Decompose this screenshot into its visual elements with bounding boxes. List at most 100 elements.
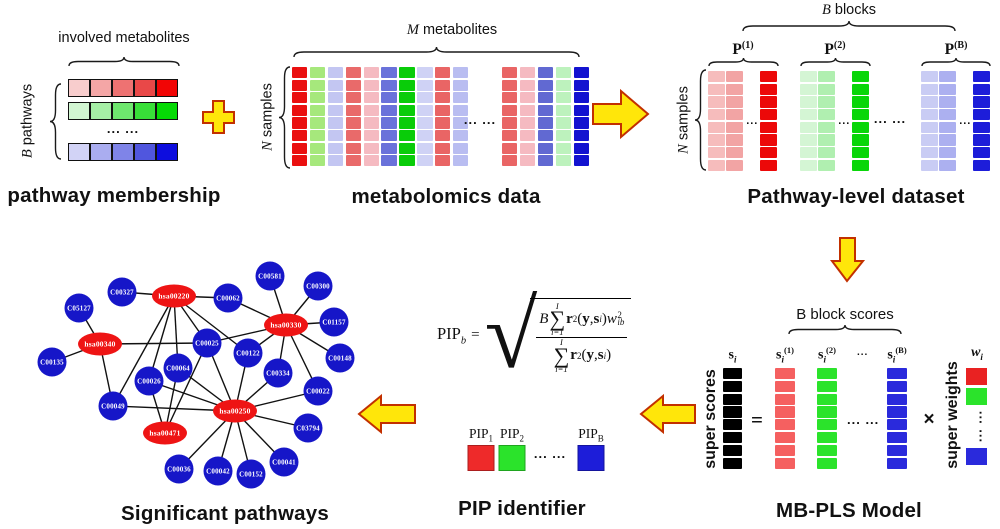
data-cell	[851, 121, 869, 134]
data-cell	[399, 67, 415, 79]
data-cell	[573, 92, 589, 104]
data-cell	[453, 67, 469, 79]
matrix-cell	[68, 102, 90, 120]
data-cell	[939, 159, 957, 172]
data-cell	[555, 79, 571, 91]
data-cell	[555, 142, 571, 154]
data-cell	[759, 83, 777, 95]
involved-metabolites-label: involved metabolites	[58, 30, 190, 46]
data-cell	[759, 109, 777, 121]
network-node-C00049: C00049	[98, 391, 128, 421]
data-cell	[502, 117, 518, 129]
data-cell	[851, 96, 869, 108]
m-metabolites-label: M metabolites	[406, 22, 498, 38]
network-node-C00062: C00062	[213, 283, 243, 313]
pip-square	[467, 444, 495, 471]
data-cell	[292, 67, 308, 79]
brace-p2	[800, 57, 871, 67]
data-cell	[817, 368, 837, 380]
data-cell	[327, 92, 344, 104]
data-cell	[939, 134, 957, 146]
network-node-C00042: C00042	[203, 456, 233, 486]
network-node-C00041: C00041	[269, 447, 299, 477]
data-cell	[921, 121, 938, 134]
formula-equals: =	[471, 326, 480, 343]
block-ellipsis: ...	[838, 115, 851, 128]
data-cell	[723, 368, 742, 380]
data-cell	[363, 92, 379, 104]
equals-sign: =	[751, 407, 763, 432]
data-cell	[399, 155, 415, 167]
brace-b-block-scores	[788, 324, 902, 335]
data-cell	[887, 380, 907, 393]
data-cell	[939, 121, 957, 134]
data-cell	[939, 147, 957, 159]
pip-formula: PIPb = √ B I ∑ i=1 r 2(y, s i) w 2 ib I ∑ i=1 r 2(y…	[437, 287, 632, 383]
data-cell	[537, 79, 554, 91]
weights-ellipsis: ... ...	[969, 409, 985, 443]
data-cell	[327, 155, 344, 167]
data-cell	[818, 96, 836, 108]
data-cell	[555, 129, 571, 142]
data-cell	[817, 406, 837, 418]
data-cell	[309, 104, 326, 117]
data-column	[726, 71, 744, 172]
data-cell	[851, 147, 869, 159]
data-cell	[708, 109, 725, 121]
pip-square-item: PIP1	[467, 426, 495, 471]
data-cell	[327, 104, 344, 117]
data-cell	[381, 67, 397, 79]
matrix-cell	[156, 79, 178, 97]
score-label: si(B)	[887, 345, 907, 365]
data-cell	[363, 155, 379, 167]
pathway-block: ...	[708, 71, 778, 172]
data-cell	[759, 147, 777, 159]
data-cell	[453, 142, 469, 154]
b-block-scores-label: B block scores	[796, 306, 894, 323]
data-cell	[759, 159, 777, 172]
data-cell	[345, 92, 361, 104]
data-cell	[818, 121, 836, 134]
data-cell	[537, 142, 554, 154]
mbpls-model-title: MB-PLS Model	[776, 499, 922, 522]
data-column	[972, 71, 990, 172]
data-column	[775, 368, 795, 469]
data-cell	[381, 129, 397, 142]
data-cell	[345, 104, 361, 117]
data-cell	[800, 71, 817, 83]
data-cell	[775, 431, 795, 444]
data-cell	[309, 92, 326, 104]
membership-row	[68, 102, 178, 120]
data-cell	[708, 147, 725, 159]
matrix-cell	[90, 102, 112, 120]
network-node-C00036: C00036	[164, 454, 194, 484]
data-cell	[921, 71, 938, 83]
data-cell	[519, 117, 536, 129]
data-cell	[417, 104, 433, 117]
data-cell	[817, 380, 837, 393]
data-column	[723, 368, 742, 469]
data-cell	[309, 129, 326, 142]
data-cell	[708, 121, 725, 134]
data-cell	[921, 96, 938, 108]
data-cell	[519, 67, 536, 79]
data-cell	[800, 83, 817, 95]
b-blocks-label: B blocks	[822, 2, 876, 18]
data-cell	[555, 67, 571, 79]
data-cell	[363, 117, 379, 129]
data-cell	[708, 96, 725, 108]
significant-pathways-title: Significant pathways	[121, 502, 329, 525]
data-cell	[537, 117, 554, 129]
data-cell	[537, 67, 554, 79]
data-cell	[726, 83, 744, 95]
data-cell	[453, 155, 469, 167]
metabolomics-grid-left	[292, 67, 470, 167]
data-cell	[818, 134, 836, 146]
matrix-ellipsis: ... ...	[106, 121, 140, 136]
data-cell	[921, 109, 938, 121]
data-cell	[723, 457, 742, 469]
pathway-level-dataset-title: Pathway-level dataset	[747, 185, 965, 208]
data-cell	[800, 147, 817, 159]
data-column	[573, 67, 589, 167]
data-cell	[363, 129, 379, 142]
